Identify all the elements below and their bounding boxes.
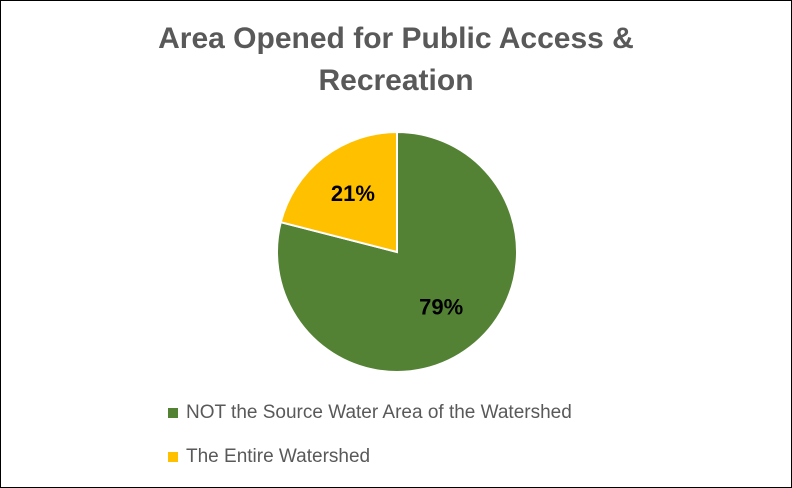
legend-item-entire-watershed: The Entire Watershed [168, 442, 572, 472]
legend-label: NOT the Source Water Area of the Watersh… [186, 402, 572, 423]
legend-item-not-source-water: NOT the Source Water Area of the Watersh… [168, 398, 572, 428]
legend: NOT the Source Water Area of the Watersh… [168, 398, 572, 486]
pie-slice-label-1: 21% [331, 181, 375, 206]
legend-swatch-gold [168, 452, 178, 462]
chart-title-line-1: Area Opened for Public Access & [158, 22, 634, 55]
pie-slice-label-0: 79% [419, 295, 463, 320]
chart-title: Area Opened for Public Access & Recreati… [0, 18, 792, 102]
chart-title-line-2: Recreation [318, 64, 474, 97]
pie-slice-1 [279, 130, 398, 254]
legend-label: The Entire Watershed [186, 446, 371, 467]
legend-swatch-green [168, 408, 178, 418]
